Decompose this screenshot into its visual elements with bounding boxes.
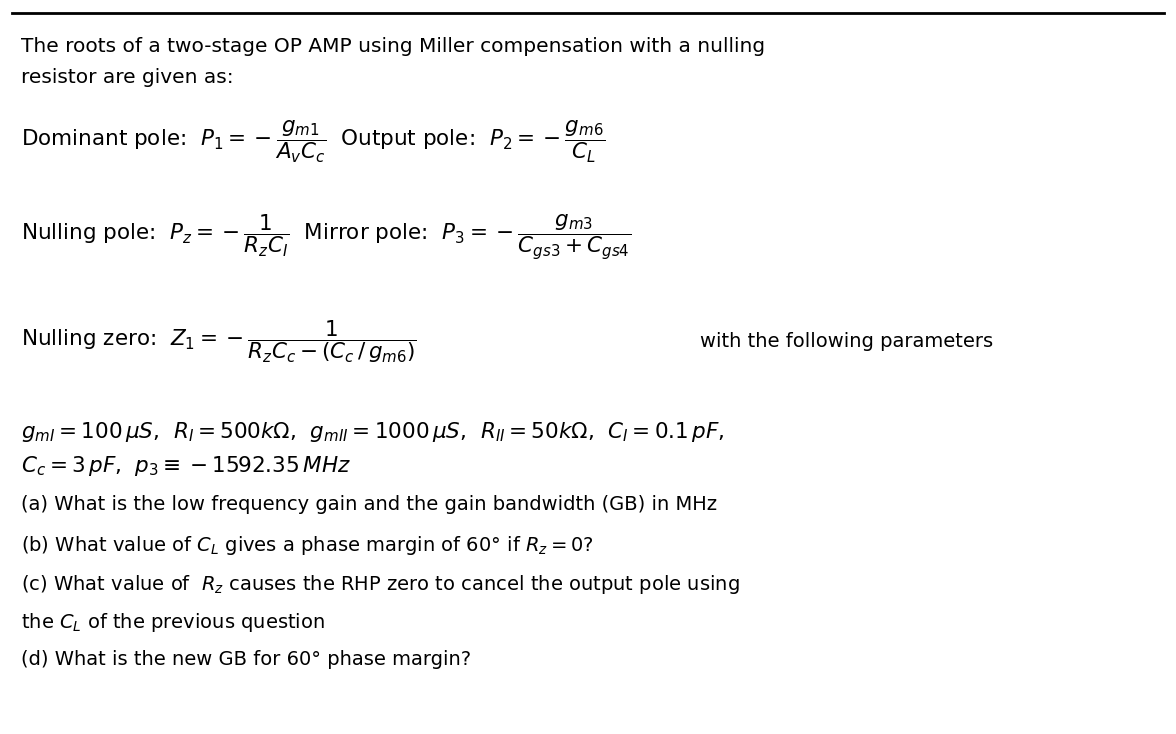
Text: (c) What value of  $R_z$ causes the RHP zero to cancel the output pole using: (c) What value of $R_z$ causes the RHP z… [21,573,740,595]
Text: Nulling zero:  $Z_1 = -\dfrac{1}{R_z C_c - (C_c\,/\,g_{m6})}$: Nulling zero: $Z_1 = -\dfrac{1}{R_z C_c … [21,319,417,366]
Text: $g_{mI} = 100\,\mu S$,  $R_I = 500k\Omega$,  $g_{mII} = 1000\,\mu S$,  $R_{II} =: $g_{mI} = 100\,\mu S$, $R_I = 500k\Omega… [21,420,724,444]
Text: The roots of a two-stage OP AMP using Miller compensation with a nulling: The roots of a two-stage OP AMP using Mi… [21,37,766,56]
Text: Dominant pole:  $P_1 = -\dfrac{g_{m1}}{A_v C_c}$  Output pole:  $P_2 = -\dfrac{g: Dominant pole: $P_1 = -\dfrac{g_{m1}}{A_… [21,119,606,165]
Text: (b) What value of $C_L$ gives a phase margin of 60° if $R_z = 0$?: (b) What value of $C_L$ gives a phase ma… [21,534,594,557]
Text: Nulling pole:  $P_z = -\dfrac{1}{R_z C_I}$  Mirror pole:  $P_3 = -\dfrac{g_{m3}}: Nulling pole: $P_z = -\dfrac{1}{R_z C_I}… [21,213,632,262]
Text: with the following parameters: with the following parameters [700,332,993,351]
Text: (a) What is the low frequency gain and the gain bandwidth (GB) in MHz: (a) What is the low frequency gain and t… [21,495,717,515]
Text: resistor are given as:: resistor are given as: [21,68,234,87]
Text: $C_c = 3\,pF$,  $p_3 \equiv -1592.35\,MHz$: $C_c = 3\,pF$, $p_3 \equiv -1592.35\,MHz… [21,454,350,479]
Text: (d) What is the new GB for 60° phase margin?: (d) What is the new GB for 60° phase mar… [21,650,472,669]
Text: the $C_L$ of the previous question: the $C_L$ of the previous question [21,611,325,633]
